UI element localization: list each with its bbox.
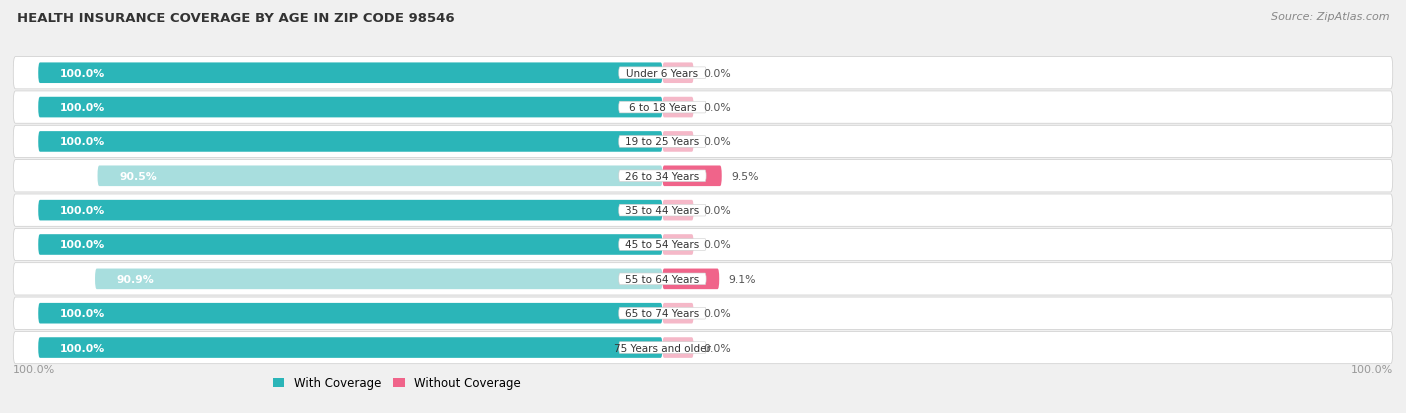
FancyBboxPatch shape [662, 97, 693, 118]
Text: 19 to 25 Years: 19 to 25 Years [626, 137, 700, 147]
Text: 100.0%: 100.0% [60, 137, 105, 147]
FancyBboxPatch shape [13, 92, 1393, 124]
FancyBboxPatch shape [619, 136, 706, 148]
FancyBboxPatch shape [662, 200, 693, 221]
FancyBboxPatch shape [662, 303, 693, 324]
Text: 6 to 18 Years: 6 to 18 Years [628, 103, 696, 113]
FancyBboxPatch shape [619, 239, 706, 251]
Text: 0.0%: 0.0% [703, 137, 731, 147]
Text: 100.0%: 100.0% [60, 69, 105, 78]
Text: 45 to 54 Years: 45 to 54 Years [626, 240, 700, 250]
Text: 0.0%: 0.0% [703, 343, 731, 353]
FancyBboxPatch shape [13, 263, 1393, 295]
FancyBboxPatch shape [619, 308, 706, 319]
FancyBboxPatch shape [619, 68, 706, 79]
FancyBboxPatch shape [619, 273, 706, 285]
Text: 9.5%: 9.5% [731, 171, 759, 181]
FancyBboxPatch shape [13, 332, 1393, 364]
FancyBboxPatch shape [13, 297, 1393, 330]
FancyBboxPatch shape [38, 337, 662, 358]
FancyBboxPatch shape [662, 235, 693, 255]
FancyBboxPatch shape [662, 63, 693, 84]
Text: 100.0%: 100.0% [13, 364, 55, 374]
FancyBboxPatch shape [13, 126, 1393, 158]
FancyBboxPatch shape [13, 195, 1393, 227]
Text: 100.0%: 100.0% [1351, 364, 1393, 374]
Text: 35 to 44 Years: 35 to 44 Years [626, 206, 700, 216]
Text: 90.5%: 90.5% [120, 171, 157, 181]
FancyBboxPatch shape [96, 269, 662, 290]
Text: Source: ZipAtlas.com: Source: ZipAtlas.com [1271, 12, 1389, 22]
Text: 75 Years and older: 75 Years and older [614, 343, 711, 353]
FancyBboxPatch shape [38, 97, 662, 118]
FancyBboxPatch shape [619, 102, 706, 114]
Legend: With Coverage, Without Coverage: With Coverage, Without Coverage [267, 372, 526, 394]
Text: 9.1%: 9.1% [728, 274, 756, 284]
Text: 90.9%: 90.9% [117, 274, 155, 284]
FancyBboxPatch shape [38, 132, 662, 152]
FancyBboxPatch shape [13, 160, 1393, 192]
FancyBboxPatch shape [662, 166, 721, 187]
FancyBboxPatch shape [662, 337, 693, 358]
Text: 0.0%: 0.0% [703, 206, 731, 216]
Text: 100.0%: 100.0% [60, 240, 105, 250]
FancyBboxPatch shape [619, 205, 706, 216]
FancyBboxPatch shape [619, 171, 706, 182]
Text: 55 to 64 Years: 55 to 64 Years [626, 274, 700, 284]
Text: 100.0%: 100.0% [60, 309, 105, 318]
Text: 100.0%: 100.0% [60, 206, 105, 216]
FancyBboxPatch shape [13, 229, 1393, 261]
FancyBboxPatch shape [38, 200, 662, 221]
FancyBboxPatch shape [38, 235, 662, 255]
Text: 100.0%: 100.0% [60, 103, 105, 113]
Text: Under 6 Years: Under 6 Years [626, 69, 699, 78]
FancyBboxPatch shape [662, 132, 693, 152]
FancyBboxPatch shape [38, 303, 662, 324]
Text: 26 to 34 Years: 26 to 34 Years [626, 171, 700, 181]
Text: HEALTH INSURANCE COVERAGE BY AGE IN ZIP CODE 98546: HEALTH INSURANCE COVERAGE BY AGE IN ZIP … [17, 12, 454, 25]
FancyBboxPatch shape [38, 63, 662, 84]
FancyBboxPatch shape [619, 342, 706, 354]
Text: 0.0%: 0.0% [703, 240, 731, 250]
FancyBboxPatch shape [13, 57, 1393, 90]
FancyBboxPatch shape [97, 166, 662, 187]
FancyBboxPatch shape [662, 269, 720, 290]
Text: 100.0%: 100.0% [60, 343, 105, 353]
Text: 0.0%: 0.0% [703, 309, 731, 318]
Text: 0.0%: 0.0% [703, 103, 731, 113]
Text: 65 to 74 Years: 65 to 74 Years [626, 309, 700, 318]
Text: 0.0%: 0.0% [703, 69, 731, 78]
